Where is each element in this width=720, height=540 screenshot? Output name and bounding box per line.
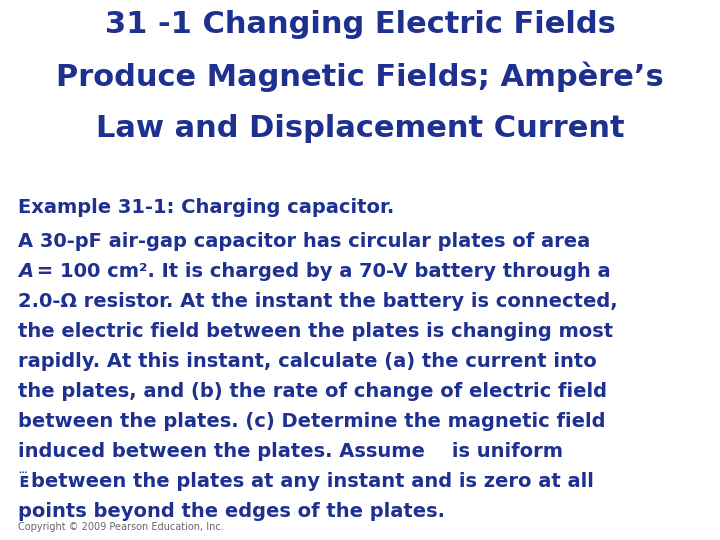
Text: points beyond the edges of the plates.: points beyond the edges of the plates. [18, 502, 445, 521]
Text: Copyright © 2009 Pearson Education, Inc.: Copyright © 2009 Pearson Education, Inc. [18, 522, 224, 532]
Text: ⋯: ⋯ [18, 468, 27, 477]
Text: between the plates. (c) Determine the magnetic field: between the plates. (c) Determine the ma… [18, 412, 606, 431]
Text: between the plates at any instant and is zero at all: between the plates at any instant and is… [31, 472, 594, 491]
Text: the plates, and (b) the rate of change of electric field: the plates, and (b) the rate of change o… [18, 382, 607, 401]
Text: 2.0-Ω resistor. At the instant the battery is connected,: 2.0-Ω resistor. At the instant the batte… [18, 292, 618, 311]
Text: Example 31-1: Charging capacitor.: Example 31-1: Charging capacitor. [18, 198, 395, 217]
Text: A 30-pF air-gap capacitor has circular plates of area: A 30-pF air-gap capacitor has circular p… [18, 232, 590, 251]
Text: ᴇ: ᴇ [18, 472, 29, 491]
Text: induced between the plates. Assume    is uniform: induced between the plates. Assume is un… [18, 442, 563, 461]
Text: the electric field between the plates is changing most: the electric field between the plates is… [18, 322, 613, 341]
Text: Law and Displacement Current: Law and Displacement Current [96, 114, 624, 143]
Text: 31 -1 Changing Electric Fields: 31 -1 Changing Electric Fields [104, 10, 616, 39]
Text: Produce Magnetic Fields; Ampère’s: Produce Magnetic Fields; Ampère’s [56, 62, 664, 92]
Text: A: A [18, 262, 33, 281]
Text: = 100 cm². It is charged by a 70-V battery through a: = 100 cm². It is charged by a 70-V batte… [30, 262, 611, 281]
Text: rapidly. At this instant, calculate (a) the current into: rapidly. At this instant, calculate (a) … [18, 352, 597, 371]
